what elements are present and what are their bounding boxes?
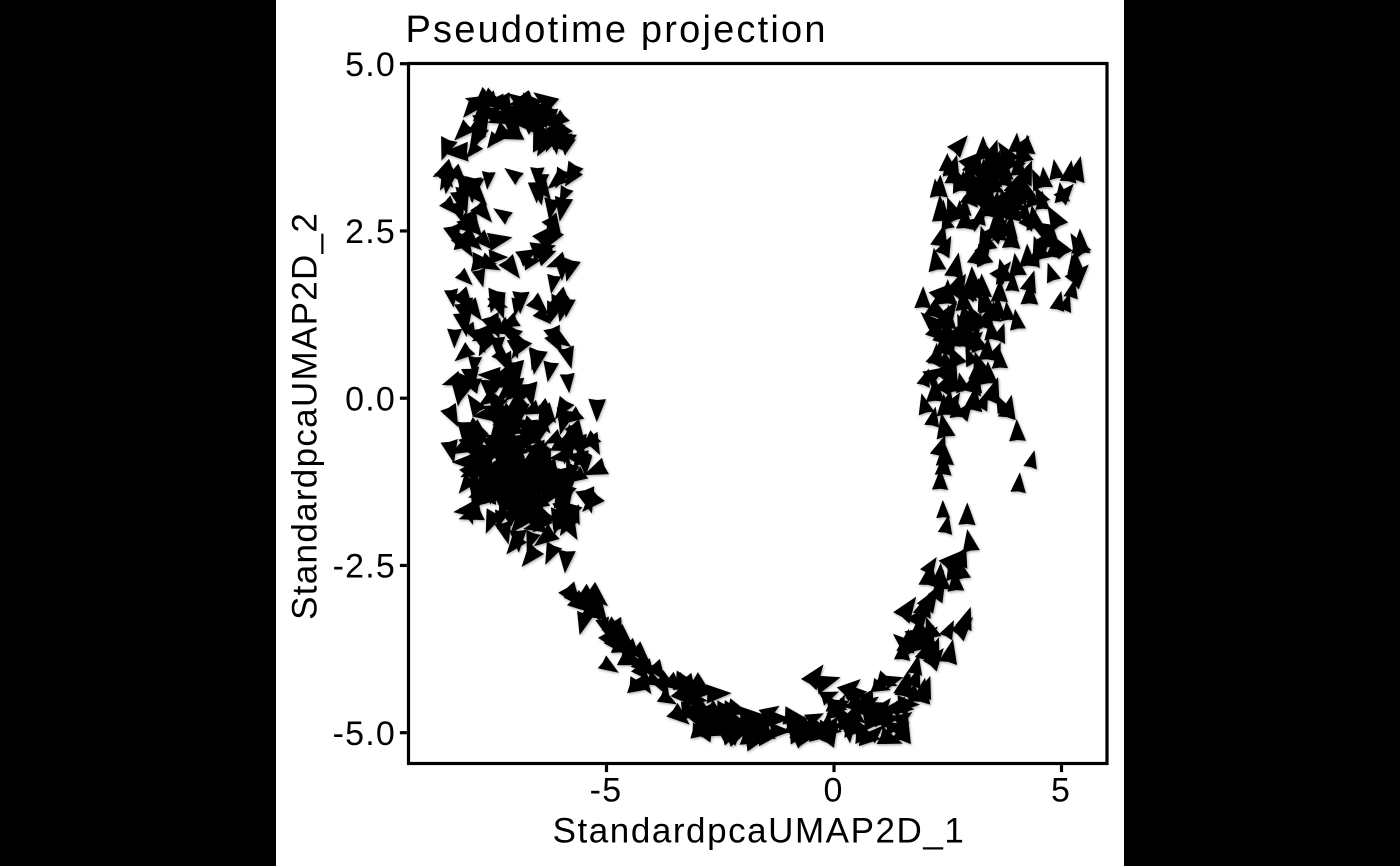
svg-text:2.5: 2.5 <box>345 213 396 251</box>
svg-text:0: 0 <box>823 772 843 810</box>
svg-text:-2.5: -2.5 <box>333 548 396 586</box>
svg-text:StandardpcaUMAP2D_2: StandardpcaUMAP2D_2 <box>286 212 325 620</box>
svg-text:5: 5 <box>1051 772 1071 810</box>
svg-text:-5: -5 <box>590 772 623 810</box>
svg-text:5.0: 5.0 <box>345 46 396 84</box>
svg-text:-5.0: -5.0 <box>333 715 396 753</box>
svg-text:0.0: 0.0 <box>345 380 396 418</box>
svg-text:Pseudotime projection: Pseudotime projection <box>406 9 828 51</box>
svg-text:StandardpcaUMAP2D_1: StandardpcaUMAP2D_1 <box>553 812 966 851</box>
